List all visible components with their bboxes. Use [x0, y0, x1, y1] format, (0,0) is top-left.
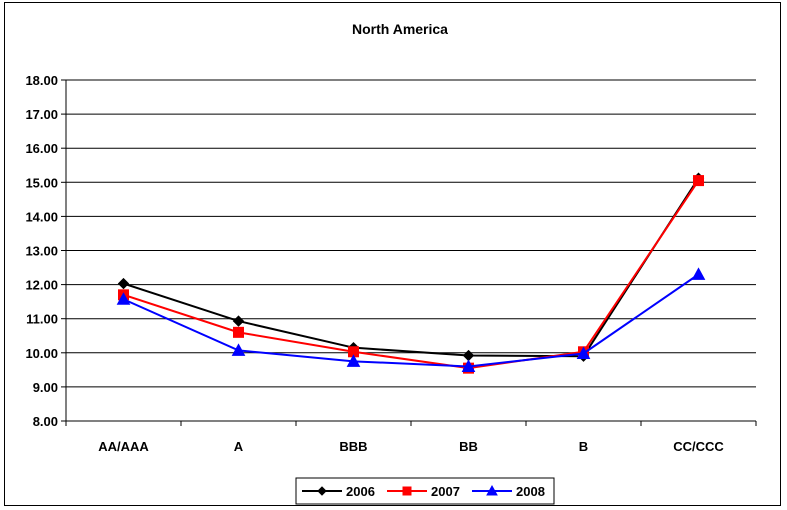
- legend-label: 2008: [516, 484, 545, 499]
- grid-lines: [66, 79, 756, 388]
- axes: 8.00 9.00 10.00 11.00 12.00 13.00 14.00 15.00 16…: [25, 73, 757, 454]
- legend-label: 2006: [346, 484, 375, 499]
- series-lines: [116, 172, 706, 374]
- data-point: [691, 267, 706, 280]
- x-tick-label: AA/AAA: [98, 439, 149, 454]
- x-tick-label: CC/CCC: [673, 439, 724, 454]
- data-point: [346, 354, 361, 367]
- y-tick-label: 16.00: [25, 141, 58, 156]
- data-point: [233, 326, 244, 338]
- legend-label: 2007: [431, 484, 460, 499]
- data-point: [317, 486, 327, 496]
- y-tick-label: 17.00: [25, 107, 58, 122]
- y-tick-label: 12.00: [25, 278, 58, 293]
- x-tick-label: BB: [459, 439, 478, 454]
- y-tick-label: 13.00: [25, 244, 58, 259]
- data-point: [693, 175, 704, 187]
- chart-title: North America: [352, 21, 448, 37]
- series-2007: [118, 175, 704, 374]
- legend-item-2006: 2006: [302, 484, 375, 499]
- x-tick-label: BBB: [339, 439, 367, 454]
- series-line: [123, 180, 700, 370]
- x-tick-label: B: [579, 439, 588, 454]
- legend: 2006 2007 2008: [295, 477, 555, 505]
- data-point: [231, 343, 246, 356]
- chart-frame: [4, 2, 781, 506]
- y-tick-label: 11.00: [26, 312, 58, 327]
- y-tick-label: 9.00: [33, 380, 58, 395]
- data-point: [461, 359, 476, 372]
- data-point: [462, 349, 475, 362]
- series-line: [123, 177, 700, 358]
- data-point: [576, 346, 591, 359]
- y-tick-label: 14.00: [25, 209, 58, 224]
- legend-item-2008: 2008: [472, 484, 545, 499]
- data-point: [116, 292, 131, 305]
- y-tick-label: 18.00: [25, 73, 58, 88]
- data-point: [402, 486, 412, 496]
- x-tick-label: A: [234, 439, 244, 454]
- y-tick-label: 15.00: [25, 175, 58, 190]
- data-point: [232, 315, 245, 327]
- data-point: [486, 484, 498, 496]
- series-2008: [116, 267, 706, 372]
- series-2006: [117, 172, 705, 362]
- legend-item-2007: 2007: [387, 484, 460, 499]
- data-point: [117, 277, 130, 290]
- y-tick-label: 8.00: [33, 414, 58, 429]
- y-tick-label: 10.00: [25, 346, 58, 361]
- series-line: [123, 273, 700, 368]
